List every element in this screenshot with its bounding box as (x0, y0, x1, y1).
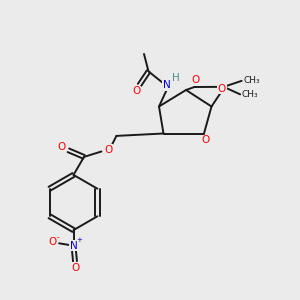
Text: O: O (58, 142, 66, 152)
Text: O: O (191, 75, 199, 85)
Text: O: O (104, 145, 112, 155)
Text: -: - (57, 233, 60, 242)
Text: +: + (76, 237, 82, 243)
Text: N: N (163, 80, 170, 91)
Text: CH₃: CH₃ (243, 76, 260, 85)
Text: O: O (48, 237, 56, 248)
Text: O: O (71, 263, 79, 273)
Text: N: N (70, 241, 77, 251)
Text: O: O (201, 135, 210, 145)
Text: O: O (218, 84, 226, 94)
Text: O: O (132, 86, 141, 97)
Text: H: H (172, 73, 179, 83)
Text: CH₃: CH₃ (242, 90, 258, 99)
